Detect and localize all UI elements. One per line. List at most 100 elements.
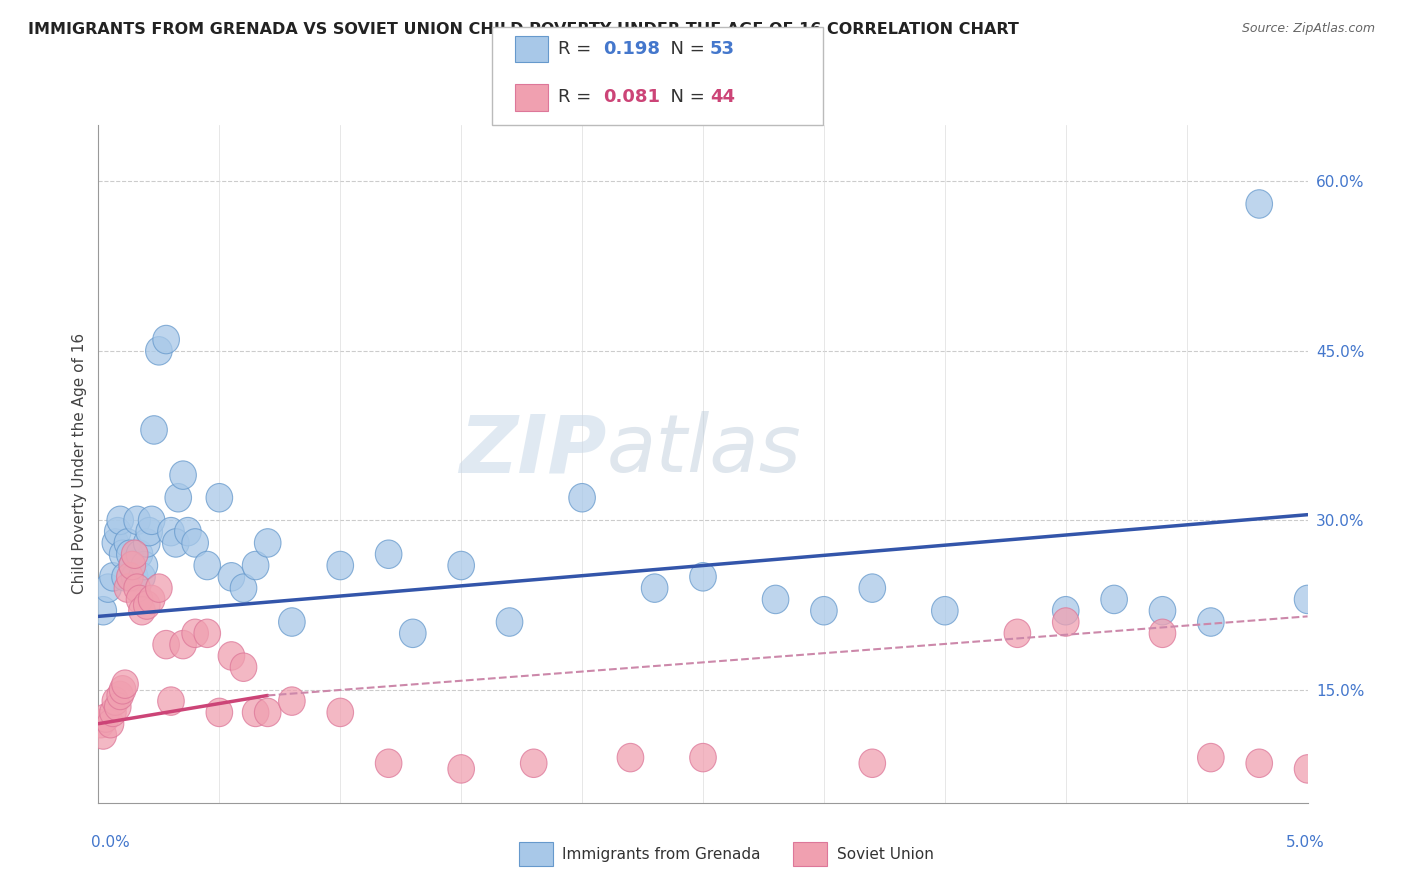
Ellipse shape [90,721,117,749]
Ellipse shape [170,631,197,659]
Ellipse shape [107,506,134,534]
Ellipse shape [127,585,153,614]
Ellipse shape [218,641,245,670]
Ellipse shape [165,483,191,512]
Ellipse shape [641,574,668,602]
Ellipse shape [146,574,172,602]
Ellipse shape [399,619,426,648]
Ellipse shape [120,551,146,580]
Ellipse shape [932,597,957,625]
Ellipse shape [1004,619,1031,648]
Ellipse shape [811,597,837,625]
Text: R =: R = [558,88,598,106]
Text: N =: N = [659,88,711,106]
Ellipse shape [170,461,197,490]
Ellipse shape [121,540,148,568]
Ellipse shape [1295,755,1320,783]
Ellipse shape [207,483,232,512]
Ellipse shape [138,585,165,614]
Text: Immigrants from Grenada: Immigrants from Grenada [562,847,761,862]
Ellipse shape [104,692,131,721]
Ellipse shape [103,529,129,558]
Ellipse shape [127,540,153,568]
Ellipse shape [207,698,232,727]
Ellipse shape [141,416,167,444]
Ellipse shape [90,597,117,625]
Ellipse shape [146,336,172,365]
Ellipse shape [859,749,886,778]
Ellipse shape [278,687,305,715]
Ellipse shape [1053,597,1078,625]
Ellipse shape [111,670,138,698]
Ellipse shape [157,517,184,546]
Ellipse shape [114,574,141,602]
Ellipse shape [153,326,180,354]
Ellipse shape [231,574,257,602]
Text: 0.081: 0.081 [603,88,661,106]
Ellipse shape [111,563,138,591]
Text: ZIP: ZIP [458,411,606,490]
Text: atlas: atlas [606,411,801,490]
Ellipse shape [129,597,155,625]
Ellipse shape [110,675,136,704]
Ellipse shape [134,591,160,619]
Ellipse shape [520,749,547,778]
Ellipse shape [138,506,165,534]
Ellipse shape [496,607,523,636]
Text: IMMIGRANTS FROM GRENADA VS SOVIET UNION CHILD POVERTY UNDER THE AGE OF 16 CORREL: IMMIGRANTS FROM GRENADA VS SOVIET UNION … [28,22,1019,37]
Text: 0.198: 0.198 [603,40,661,58]
Ellipse shape [278,607,305,636]
Ellipse shape [129,563,155,591]
Y-axis label: Child Poverty Under the Age of 16: Child Poverty Under the Age of 16 [72,334,87,594]
Ellipse shape [87,709,114,738]
Ellipse shape [231,653,257,681]
Ellipse shape [1149,619,1175,648]
Text: 53: 53 [710,40,735,58]
Ellipse shape [254,529,281,558]
Ellipse shape [124,574,150,602]
Ellipse shape [449,755,474,783]
Ellipse shape [328,698,353,727]
Ellipse shape [1053,607,1078,636]
Ellipse shape [762,585,789,614]
Ellipse shape [859,574,886,602]
Ellipse shape [449,551,474,580]
Ellipse shape [104,517,131,546]
Ellipse shape [153,631,180,659]
Ellipse shape [94,574,121,602]
Ellipse shape [194,551,221,580]
Ellipse shape [242,551,269,580]
Ellipse shape [174,517,201,546]
Ellipse shape [107,681,134,710]
Ellipse shape [181,619,208,648]
Ellipse shape [131,551,157,580]
Ellipse shape [181,529,208,558]
Ellipse shape [254,698,281,727]
Ellipse shape [163,529,190,558]
Text: Source: ZipAtlas.com: Source: ZipAtlas.com [1241,22,1375,36]
Ellipse shape [100,698,127,727]
Ellipse shape [103,687,129,715]
Text: R =: R = [558,40,598,58]
Ellipse shape [1295,585,1320,614]
Ellipse shape [97,709,124,738]
Ellipse shape [218,563,245,591]
Ellipse shape [617,743,644,772]
Text: 5.0%: 5.0% [1285,836,1324,850]
Ellipse shape [114,529,141,558]
Ellipse shape [242,698,269,727]
Ellipse shape [569,483,595,512]
Text: 0.0%: 0.0% [91,836,131,850]
Text: N =: N = [659,40,711,58]
Ellipse shape [120,551,146,580]
Ellipse shape [121,563,148,591]
Ellipse shape [157,687,184,715]
Ellipse shape [1149,597,1175,625]
Ellipse shape [110,540,136,568]
Ellipse shape [100,563,127,591]
Ellipse shape [1101,585,1128,614]
Ellipse shape [117,540,143,568]
Ellipse shape [117,563,143,591]
Ellipse shape [194,619,221,648]
Ellipse shape [1246,190,1272,219]
